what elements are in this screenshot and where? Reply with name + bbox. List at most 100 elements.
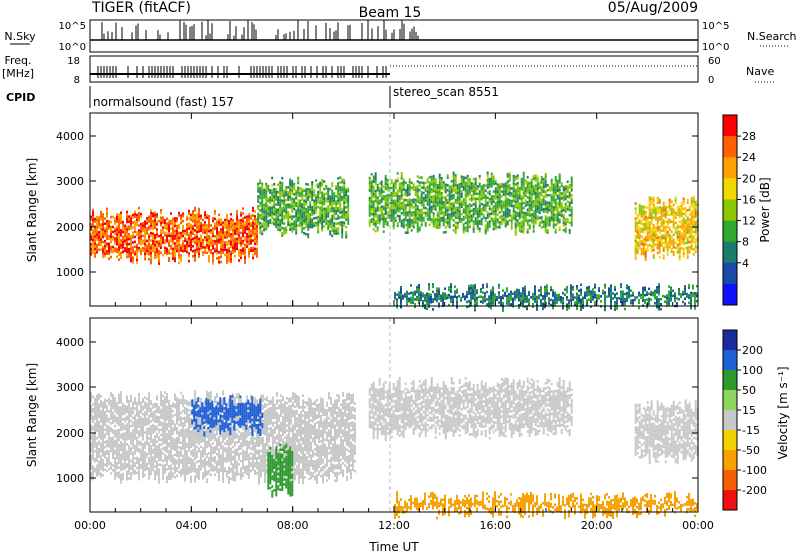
heatmap-cell [160, 246, 162, 249]
heatmap-cell [694, 238, 697, 241]
heatmap-cell [232, 221, 234, 225]
heatmap-cell [556, 298, 558, 302]
heatmap-cell [646, 298, 648, 301]
heatmap-cell [271, 204, 274, 207]
heatmap-cell [400, 291, 402, 294]
heatmap-cell [464, 216, 467, 220]
heatmap-cell [283, 227, 286, 230]
heatmap-cell [522, 184, 525, 187]
heatmap-cell [311, 188, 314, 191]
heatmap-cell [134, 235, 136, 239]
heatmap-cell [196, 215, 198, 219]
heatmap-cell [396, 202, 399, 205]
heatmap-cell [526, 211, 529, 214]
heatmap-cell [650, 293, 652, 296]
heatmap-cell [166, 247, 168, 250]
heatmap-cell [305, 217, 308, 221]
heatmap-cell [556, 209, 559, 213]
heatmap-cell [200, 244, 202, 248]
heatmap-cell [520, 227, 523, 231]
heatmap-cell [248, 215, 250, 218]
heatmap-cell [572, 293, 574, 296]
heatmap-cell [640, 230, 643, 233]
heatmap-cell [568, 184, 571, 187]
heatmap-cell [530, 180, 533, 184]
heatmap-cell [492, 180, 495, 183]
heatmap-cell [522, 229, 525, 232]
heatmap-cell [321, 199, 324, 202]
heatmap-cell [382, 190, 385, 193]
heatmap-cell [692, 223, 695, 226]
heatmap-cell [230, 260, 232, 264]
heatmap-cell [666, 233, 669, 236]
heatmap-cell [126, 243, 128, 246]
heatmap-cell [488, 192, 491, 196]
heatmap-cell [234, 255, 236, 258]
heatmap-cell [188, 244, 190, 248]
heatmap-cell [666, 218, 669, 221]
heatmap-cell [528, 206, 531, 210]
heatmap-cell [140, 230, 142, 233]
heatmap-cell [688, 248, 691, 251]
heatmap-cell [98, 231, 100, 234]
heatmap-cell [124, 247, 126, 250]
heatmap-cell [339, 193, 342, 197]
heatmap-cell [544, 300, 546, 304]
heatmap-cell [684, 221, 687, 225]
freq-trace [90, 66, 390, 78]
heatmap-cell [299, 209, 302, 213]
heatmap-cell [486, 176, 489, 179]
heatmap-cell [194, 251, 196, 255]
heatmap-cell [480, 288, 482, 291]
heatmap-cell [540, 201, 543, 204]
heatmap-cell [552, 206, 555, 209]
heatmap-cell [138, 231, 140, 235]
heatmap-cell [658, 238, 661, 242]
heatmap-cell [132, 216, 134, 219]
heatmap-cell [96, 228, 98, 232]
heatmap-cell [546, 291, 548, 295]
heatmap-cell [202, 218, 204, 222]
heatmap-cell [566, 220, 569, 223]
heatmap-cell [422, 219, 425, 222]
heatmap-cell [446, 174, 449, 177]
heatmap-cell [490, 177, 493, 181]
heatmap-cell [140, 247, 142, 251]
heatmap-cell [694, 297, 696, 300]
heatmap-cell [402, 210, 405, 214]
heatmap-cell [242, 234, 244, 238]
heatmap-cell [194, 234, 196, 237]
heatmap-cell [562, 218, 565, 222]
heatmap-cell [466, 293, 468, 296]
heatmap-cell [166, 222, 168, 225]
heatmap-cell [636, 234, 639, 237]
heatmap-cell [104, 232, 106, 235]
heatmap-cell [690, 306, 692, 310]
heatmap-cell [222, 241, 224, 244]
heatmap-cell [590, 300, 592, 303]
heatmap-cell [257, 197, 260, 201]
heatmap-cell [92, 218, 94, 222]
heatmap-cell [335, 200, 338, 203]
heatmap-cell [538, 201, 541, 205]
heatmap-cell [558, 198, 561, 201]
heatmap-cell [204, 238, 206, 242]
heatmap-cell [297, 214, 300, 217]
heatmap-cell [510, 219, 513, 223]
heatmap-cell [468, 190, 471, 194]
heatmap-cell [540, 288, 542, 292]
heatmap-cell [108, 257, 110, 260]
heatmap-cell [92, 238, 94, 242]
heatmap-cell [490, 200, 493, 203]
heatmap-cell [152, 249, 154, 253]
heatmap-cell [634, 298, 636, 302]
heatmap-cell [242, 207, 244, 210]
heatmap-cell [198, 210, 200, 213]
nave-label: Nave [746, 65, 774, 78]
heatmap-cell [682, 293, 684, 296]
heatmap-cell [420, 218, 423, 222]
heatmap-cell [345, 193, 348, 196]
heatmap-cell [502, 190, 505, 194]
heatmap-cell [136, 218, 138, 222]
heatmap-cell [520, 180, 523, 183]
